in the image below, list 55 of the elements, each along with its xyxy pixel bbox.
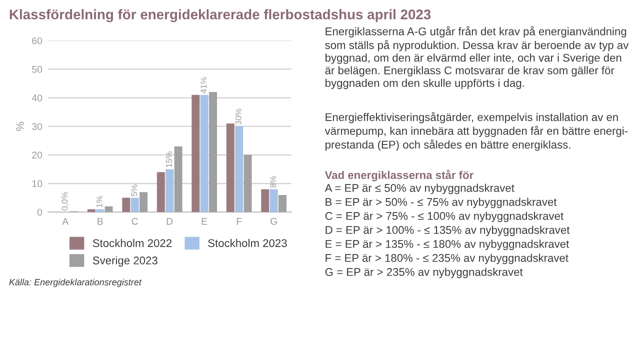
y-axis-title: %	[16, 122, 24, 131]
text: G = EP är > 235% av nybyggnadskravet	[325, 268, 523, 278]
data-label: 5%	[131, 184, 138, 196]
legend-label: Stockholm 2023	[208, 238, 287, 248]
bar	[130, 198, 139, 212]
bar	[87, 209, 96, 212]
y-tick-label: 60	[32, 37, 42, 44]
text: Vad energiklasserna står för	[324, 170, 474, 182]
bar	[261, 189, 270, 212]
bar	[104, 206, 113, 212]
text: B = EP är > 50% - ≤ 75% av nybyggnadskravet	[326, 198, 557, 208]
data-label: 1%	[96, 196, 102, 208]
y-tick-label: 40	[32, 94, 42, 102]
text: C = EP är > 75% - ≤ 100% av nybyggnadskravet	[325, 212, 564, 222]
y-tick-label: 10	[32, 180, 42, 188]
bar	[140, 192, 148, 212]
bar	[156, 172, 165, 212]
data-label: 41%	[200, 77, 207, 94]
bar	[166, 169, 174, 212]
text: E = EP är > 135% - ≤ 180% av nybyggnadskravet	[326, 240, 570, 250]
y-tick-label: 20	[32, 152, 42, 159]
bar	[192, 94, 200, 212]
x-tick-label: E	[202, 218, 208, 225]
bar	[270, 189, 278, 212]
bar	[278, 194, 287, 212]
text: Källa: Energideklarationsregistret	[9, 278, 142, 288]
bar	[244, 154, 252, 212]
bar	[96, 209, 104, 212]
text: D = EP är > 100% - ≤ 135% av nybyggnadskravet	[326, 226, 570, 236]
text: Energiklasserna A-G utgår från det krav på energianvändning som ställs på nyproduktion. Dessa krav är beroende av typ av byggnad, om den är elvärmd eller inte, och var i Sverige den är belägen. Energiklass C motsvarar de krav som gäller för byggnaden om den skulle uppförts i dag.	[325, 26, 629, 90]
bar	[174, 146, 182, 212]
data-label: 15%	[166, 151, 172, 168]
bar	[226, 123, 234, 212]
text: Energieffektiviseringsåtgärder, exempelvis installation av en värmepump, kan innebära att byggnaden får en bättre energi- prestanda (EP) och således en bättre energiklass.	[324, 112, 628, 151]
chart-title: Klassfördelning för energideklarerade flerbostadshus april 2023	[10, 9, 431, 22]
y-tick-label: 50	[32, 66, 42, 73]
bar	[200, 94, 208, 212]
bar	[235, 126, 244, 212]
legend-label: Stockholm 2022	[92, 238, 172, 248]
data-label: 8%	[270, 176, 276, 188]
legend-label: Sverige 2023	[92, 256, 158, 267]
bar	[209, 92, 218, 212]
data-label: 0,0%	[62, 192, 69, 210]
x-tick-label: D	[166, 218, 173, 225]
y-tick-label: 30	[32, 123, 42, 130]
x-tick-label: A	[62, 218, 69, 225]
data-label: 30%	[235, 108, 242, 125]
x-tick-label: B	[98, 218, 103, 225]
bar	[122, 198, 130, 212]
x-tick-label: C	[132, 218, 138, 225]
y-tick-label: 0	[37, 208, 42, 216]
text: F = EP är > 180% - ≤ 235% av nybyggnadskravet	[326, 254, 568, 264]
x-tick-label: F	[236, 218, 242, 225]
x-tick-label: G	[270, 218, 277, 225]
text: A = EP är ≤ 50% av nybyggnadskravet	[324, 184, 514, 194]
